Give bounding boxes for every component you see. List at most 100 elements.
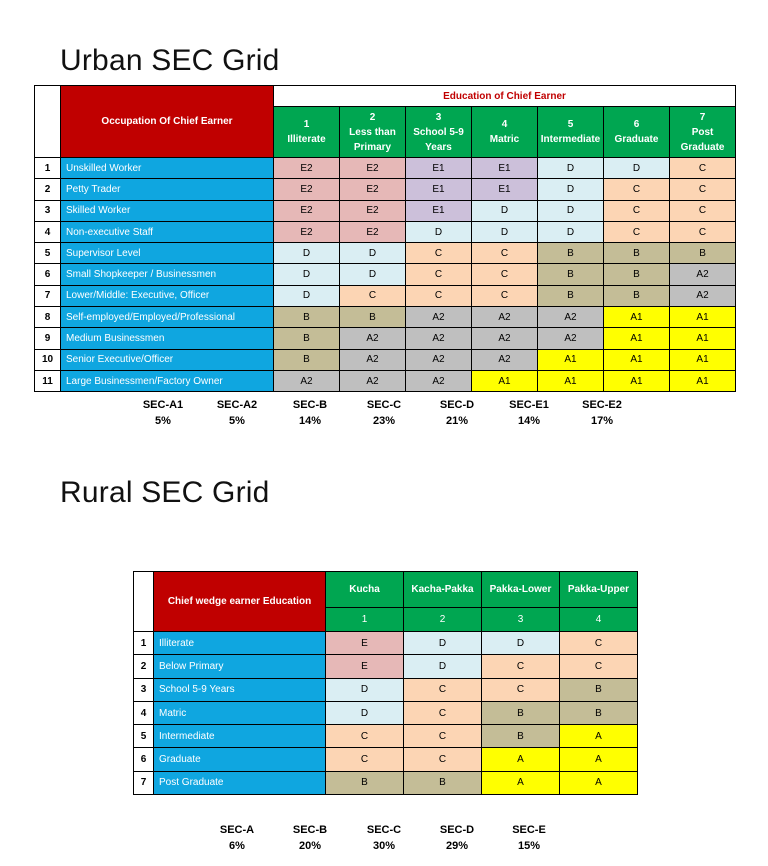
sec-cell: E2: [273, 220, 340, 244]
table-row: 1 Illiterate E D D C: [133, 630, 638, 656]
housing-column-number: 3: [481, 607, 560, 632]
table-row: 9 Medium Businessmen B A2 A2 A2 A2 A1 A1: [34, 327, 737, 350]
table-row: 6 Graduate C C A A: [133, 747, 638, 772]
sec-label: SEC-A2: [216, 399, 258, 411]
column-number: 1: [303, 119, 310, 130]
sec-cell: B: [603, 242, 670, 265]
education-label: Graduate: [153, 747, 326, 772]
occupation-label: Unskilled Worker: [60, 156, 274, 180]
education-label: Matric: [153, 700, 326, 726]
sec-summary-item: SEC-C 30%: [354, 822, 414, 854]
sec-cell: A1: [668, 327, 737, 350]
sec-cell: C: [559, 630, 638, 656]
occupation-label: Large Businessmen/Factory Owner: [60, 369, 274, 393]
sec-cell: D: [603, 156, 670, 180]
sec-label: SEC-A: [219, 824, 255, 836]
sec-percent: 30%: [372, 840, 396, 852]
education-column-header: 4 Matric: [471, 106, 538, 158]
table-row: 10 Senior Executive/Officer B A2 A2 A2 A1 A1 A1: [34, 348, 737, 371]
row-number: 3: [133, 677, 154, 702]
sec-cell: B: [537, 284, 604, 308]
education-column-header: 6 Graduate: [603, 106, 670, 158]
sec-cell: E1: [405, 178, 472, 201]
education-label: Post Graduate: [153, 770, 326, 796]
sec-label: SEC-C: [366, 399, 402, 411]
table-row: 5 Intermediate C C B A: [133, 724, 638, 749]
occupation-label: Non-executive Staff: [60, 220, 274, 244]
table-row: 4 Matric D C B B: [133, 700, 638, 726]
row-number: 3: [34, 199, 61, 222]
sec-cell: C: [668, 220, 737, 244]
occupation-label: Lower/Middle: Executive, Officer: [60, 284, 274, 308]
sec-cell: D: [537, 199, 604, 222]
education-header: Education of Chief Earner: [272, 85, 737, 107]
education-column-header: 7 Post Graduate: [668, 106, 737, 158]
sec-summary-item: SEC-A1 5%: [133, 397, 193, 429]
table-row: 7 Post Graduate B B A A: [133, 770, 638, 796]
sec-summary-item: SEC-E2 17%: [572, 397, 632, 429]
sec-cell: A: [559, 724, 638, 749]
sec-cell: C: [471, 242, 538, 265]
sec-cell: A2: [405, 327, 472, 350]
sec-cell: B: [481, 700, 560, 726]
sec-cell: E2: [339, 156, 406, 180]
sec-cell: C: [668, 199, 737, 222]
sec-cell: E2: [339, 220, 406, 244]
sec-cell: B: [339, 306, 406, 329]
sec-cell: E2: [273, 199, 340, 222]
sec-percent: 6%: [229, 840, 245, 852]
table-row: 4 Non-executive Staff E2 E2 D D D C C: [34, 220, 737, 244]
sec-cell: E: [325, 654, 404, 679]
sec-label: SEC-B: [292, 824, 328, 836]
sec-cell: E1: [405, 199, 472, 222]
housing-column-number: 4: [559, 607, 638, 632]
sec-cell: D: [339, 263, 406, 286]
sec-percent: 5%: [229, 415, 245, 427]
sec-cell: C: [471, 284, 538, 308]
row-number: 11: [34, 369, 61, 393]
sec-cell: B: [537, 263, 604, 286]
sec-cell: E2: [273, 156, 340, 180]
urban-grid-title: Urban SEC Grid: [60, 44, 280, 77]
occupation-label: Skilled Worker: [60, 199, 274, 222]
sec-cell: A2: [471, 306, 538, 329]
row-number: 9: [34, 327, 61, 350]
sec-percent: 21%: [445, 415, 469, 427]
row-number: 1: [34, 156, 61, 180]
sec-cell: A1: [471, 369, 538, 393]
sec-cell: C: [481, 677, 560, 702]
row-number: 6: [133, 747, 154, 772]
sec-cell: B: [559, 700, 638, 726]
occupation-label: Supervisor Level: [60, 242, 274, 265]
sec-summary-item: SEC-C 23%: [354, 397, 414, 429]
sec-summary-item: SEC-D 29%: [427, 822, 487, 854]
sec-label: SEC-B: [292, 399, 328, 411]
sec-cell: E1: [471, 178, 538, 201]
sec-summary-item: SEC-E 15%: [499, 822, 559, 854]
sec-percent: 14%: [298, 415, 322, 427]
sec-cell: A2: [537, 327, 604, 350]
column-number: 2: [369, 111, 376, 123]
sec-cell: A1: [603, 348, 670, 371]
row-number: 2: [133, 654, 154, 679]
sec-cell: B: [403, 770, 482, 796]
sec-cell: D: [273, 284, 340, 308]
occupation-label: Small Shopkeeper / Businessmen: [60, 263, 274, 286]
sec-cell: A: [481, 770, 560, 796]
sec-cell: D: [537, 178, 604, 201]
sec-cell: C: [339, 284, 406, 308]
sec-cell: A1: [668, 306, 737, 329]
sec-cell: A2: [405, 348, 472, 371]
housing-column-header: Pakka-Upper: [559, 571, 638, 608]
sec-cell: A1: [603, 327, 670, 350]
sec-cell: C: [325, 747, 404, 772]
sec-cell: E2: [339, 199, 406, 222]
education-label: Intermediate: [153, 724, 326, 749]
sec-cell: D: [325, 677, 404, 702]
sec-cell: C: [325, 724, 404, 749]
sec-cell: A: [559, 747, 638, 772]
sec-percent: 14%: [517, 415, 541, 427]
education-column-header: 3 School 5-9 Years: [405, 106, 472, 158]
sec-label: SEC-D: [439, 824, 475, 836]
sec-cell: A1: [668, 348, 737, 371]
